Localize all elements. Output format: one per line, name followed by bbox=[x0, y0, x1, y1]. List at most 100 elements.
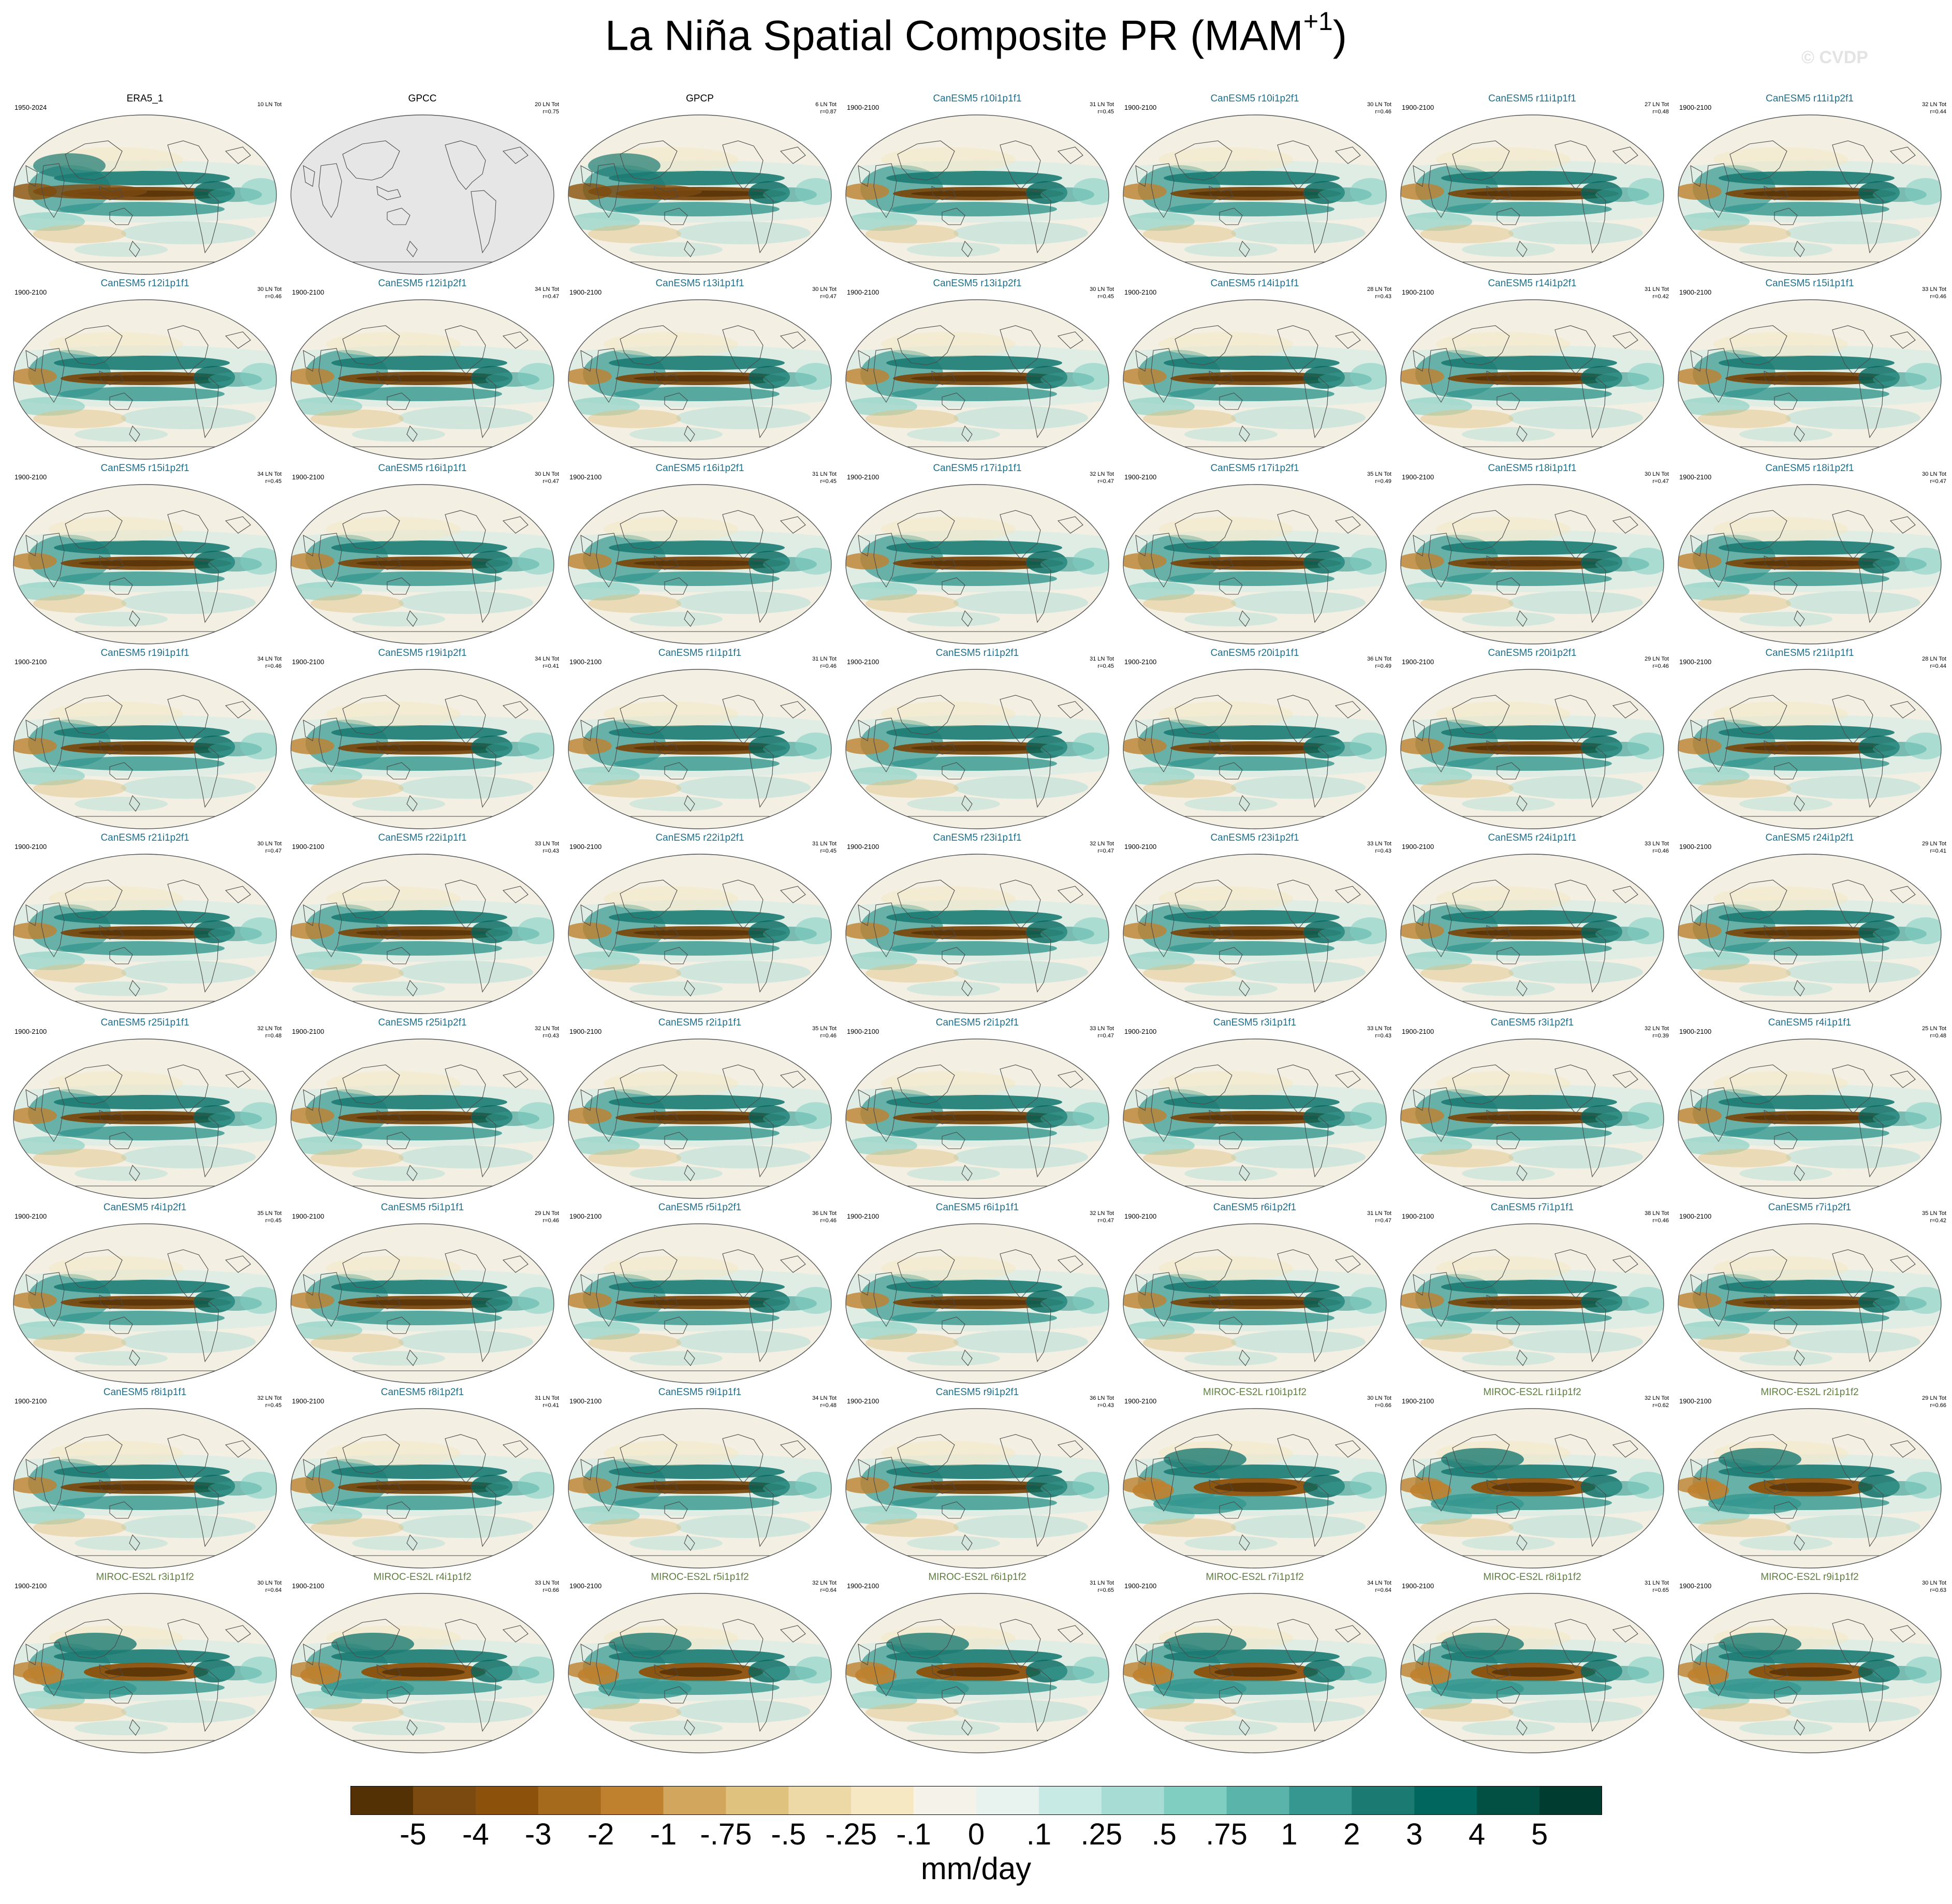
coastline bbox=[1239, 610, 1250, 627]
map-outline bbox=[13, 1408, 277, 1569]
anomaly-blob bbox=[886, 171, 1062, 185]
anomaly-blob bbox=[614, 387, 780, 401]
map-outline bbox=[290, 669, 554, 829]
coastline bbox=[1057, 1071, 1083, 1088]
anomaly-blob bbox=[240, 548, 276, 575]
coastline bbox=[1413, 350, 1425, 372]
map-panel: CanESM5 r11i1p1f1 1900-2100 27 LN Tot r=0.4… bbox=[1393, 93, 1671, 277]
panel-period: 1900-2100 bbox=[14, 1028, 47, 1035]
anomaly-blob bbox=[1420, 409, 1514, 428]
coastline bbox=[1209, 740, 1234, 755]
panel-title: CanESM5 r3i1p1f1 bbox=[1213, 1017, 1297, 1028]
anomaly-blob bbox=[399, 776, 533, 799]
anomaly-blob bbox=[865, 1518, 959, 1537]
anomaly-blob bbox=[568, 1292, 612, 1309]
colorbar-swatch bbox=[1164, 1786, 1227, 1815]
map-panel: CanESM5 r7i1p2f1 1900-2100 35 LN Tot r=0.42 bbox=[1671, 1202, 1948, 1386]
anomaly-blob bbox=[1169, 756, 1334, 771]
anomaly-blob bbox=[953, 591, 1088, 614]
coastline bbox=[1413, 904, 1425, 926]
anomaly-blob bbox=[1627, 1472, 1664, 1499]
anomaly-blob bbox=[291, 1321, 362, 1340]
coastline bbox=[1428, 348, 1452, 403]
anomaly-blob bbox=[1073, 548, 1109, 575]
coastline bbox=[942, 577, 965, 595]
coastline bbox=[318, 348, 342, 403]
panel-period: 1900-2100 bbox=[569, 288, 602, 296]
anomaly-blob bbox=[1508, 1700, 1643, 1723]
map-outline bbox=[568, 1593, 832, 1753]
anomaly-blob bbox=[121, 1146, 256, 1168]
coastline bbox=[1277, 510, 1318, 560]
anomaly-blob bbox=[1627, 917, 1664, 944]
panel-correlation: r=0.45 bbox=[265, 1218, 282, 1224]
anomaly-blob bbox=[881, 1256, 1016, 1281]
panel-correlation: r=0.46 bbox=[265, 663, 282, 669]
coastline bbox=[1057, 516, 1083, 534]
anomaly-blob bbox=[311, 1518, 404, 1537]
coastline bbox=[25, 1459, 38, 1481]
anomaly-blob bbox=[911, 191, 1046, 197]
anomaly-blob bbox=[13, 738, 57, 754]
colorbar-swatch bbox=[726, 1786, 789, 1815]
anomaly-blob bbox=[886, 725, 1062, 740]
coastline bbox=[342, 140, 400, 181]
anomaly-blob bbox=[1739, 612, 1832, 626]
panel-map bbox=[568, 114, 832, 275]
anomaly-blob bbox=[953, 776, 1088, 799]
anomaly-blob bbox=[121, 776, 256, 799]
colorbar-swatch bbox=[663, 1786, 726, 1815]
panel-title: CanESM5 r4i1p2f1 bbox=[103, 1202, 187, 1213]
coastline bbox=[961, 240, 973, 257]
coastline bbox=[961, 795, 973, 812]
coastline bbox=[1729, 1064, 1787, 1105]
coastline bbox=[318, 1087, 342, 1143]
coastline bbox=[961, 1164, 973, 1181]
coastline bbox=[1175, 1249, 1232, 1290]
anomaly-blob bbox=[676, 1146, 811, 1168]
anomaly-blob bbox=[75, 242, 168, 257]
anomaly-blob bbox=[326, 517, 461, 541]
panel-title: CanESM5 r22i1p1f1 bbox=[378, 832, 467, 843]
anomaly-blob bbox=[865, 594, 959, 613]
coastline bbox=[387, 1316, 410, 1334]
coastline bbox=[942, 1501, 965, 1519]
anomaly-blob bbox=[1508, 961, 1643, 984]
anomaly-blob bbox=[1446, 941, 1612, 956]
coastline bbox=[1334, 701, 1361, 719]
panel-period: 1900-2100 bbox=[14, 1582, 47, 1590]
map-background bbox=[291, 115, 554, 274]
coastline bbox=[1832, 510, 1873, 560]
coastline bbox=[873, 533, 897, 588]
anomaly-blob bbox=[1724, 387, 1889, 401]
anomaly-blob bbox=[937, 1667, 1020, 1677]
coastline bbox=[1774, 1132, 1798, 1149]
panel-title: CanESM5 r8i1p2f1 bbox=[380, 1387, 464, 1398]
panel-period: 1900-2100 bbox=[292, 1397, 325, 1405]
map-outline bbox=[13, 114, 277, 275]
coastline bbox=[748, 190, 774, 254]
anomaly-blob bbox=[588, 153, 661, 178]
anomaly-blob bbox=[1466, 1299, 1601, 1306]
anomaly-blob bbox=[1492, 1483, 1575, 1492]
coastline bbox=[471, 190, 496, 254]
coastline bbox=[109, 392, 133, 410]
coastline bbox=[1858, 190, 1884, 254]
map-outline bbox=[1400, 669, 1664, 829]
anomaly-blob bbox=[1350, 1657, 1386, 1683]
coastline bbox=[376, 740, 401, 755]
coastline bbox=[1151, 348, 1175, 403]
anomaly-blob bbox=[1719, 171, 1895, 185]
panel-count: 35 LN Tot bbox=[257, 1210, 282, 1217]
anomaly-blob bbox=[1436, 1071, 1571, 1096]
panel-map bbox=[1123, 484, 1387, 645]
map-panel: CanESM5 r17i1p2f1 1900-2100 35 LN Tot r=0.4… bbox=[1116, 463, 1393, 647]
panel-correlation: r=0.87 bbox=[820, 109, 837, 115]
coastline bbox=[1690, 165, 1703, 187]
panel-correlation: r=0.47 bbox=[1097, 478, 1114, 485]
coastline bbox=[25, 165, 38, 187]
panel-map bbox=[290, 484, 554, 645]
coastline bbox=[25, 535, 38, 556]
anomaly-blob bbox=[356, 1484, 491, 1490]
coastline bbox=[41, 1457, 65, 1512]
